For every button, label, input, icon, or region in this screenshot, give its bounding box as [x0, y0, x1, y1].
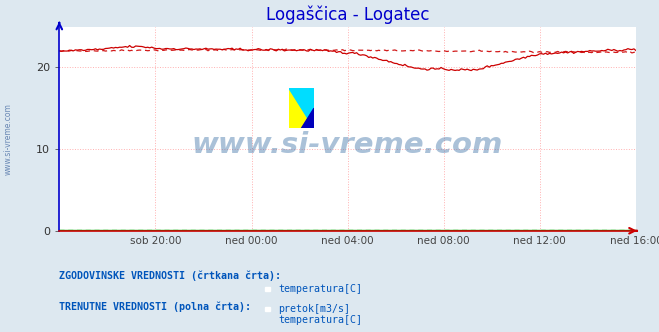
Bar	[265, 287, 270, 291]
Text: ZGODOVINSKE VREDNOSTI (črtkana črta):: ZGODOVINSKE VREDNOSTI (črtkana črta):	[59, 271, 281, 281]
Polygon shape	[301, 108, 314, 128]
Text: www.si-vreme.com: www.si-vreme.com	[192, 131, 503, 159]
Text: temperatura[C]: temperatura[C]	[278, 284, 362, 294]
Text: TRENUTNE VREDNOSTI (polna črta):: TRENUTNE VREDNOSTI (polna črta):	[59, 301, 251, 312]
Text: www.si-vreme.com: www.si-vreme.com	[3, 104, 13, 175]
Text: temperatura[C]: temperatura[C]	[278, 315, 362, 325]
Text: pretok[m3/s]: pretok[m3/s]	[278, 304, 350, 314]
Title: Logaščica - Logatec: Logaščica - Logatec	[266, 5, 430, 24]
Polygon shape	[289, 88, 314, 128]
Bar	[265, 307, 270, 311]
